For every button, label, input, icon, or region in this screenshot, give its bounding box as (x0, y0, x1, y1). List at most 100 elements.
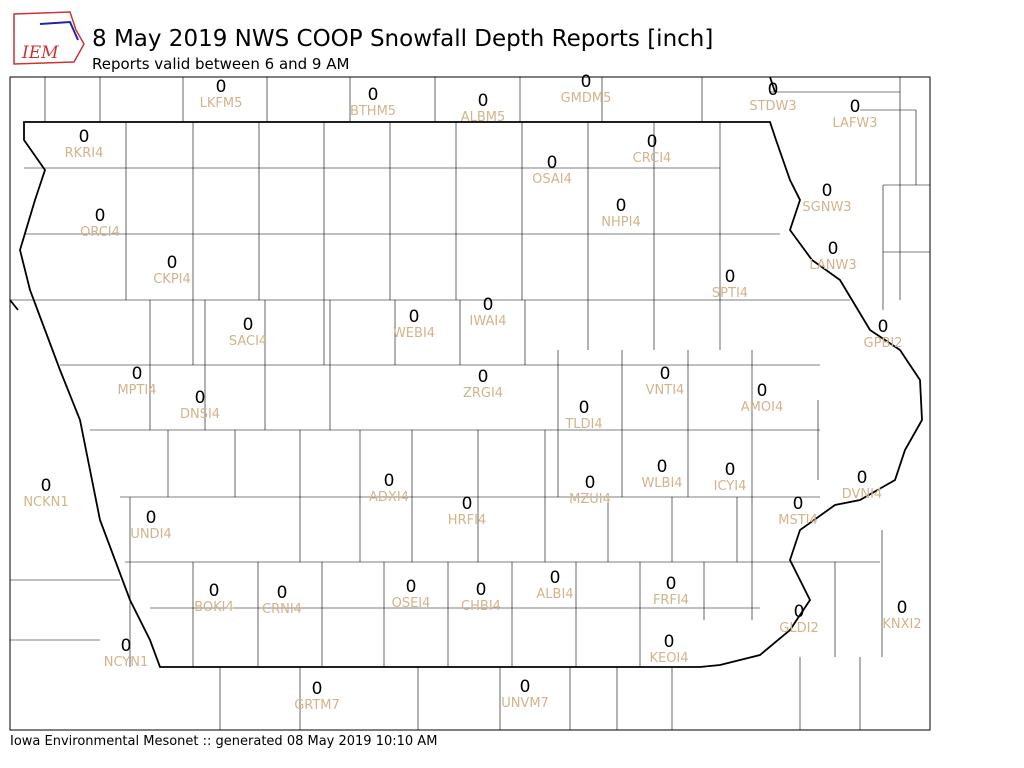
station-id: HRFI4 (448, 513, 486, 528)
station-value: 0 (95, 206, 106, 226)
station-value: 0 (132, 364, 143, 384)
station-value: 0 (406, 577, 417, 597)
station-id: VNTI4 (646, 383, 685, 398)
station-value: 0 (195, 388, 206, 408)
station-id: LAFW3 (832, 116, 877, 131)
station-id: TLDI4 (564, 417, 602, 432)
station-id: ALBM5 (461, 110, 506, 125)
station-value: 0 (857, 468, 868, 488)
station-value: 0 (768, 80, 779, 100)
station-value: 0 (547, 153, 558, 173)
station-id: UNDI4 (130, 527, 171, 542)
station-value: 0 (121, 636, 132, 656)
station-id: NHPI4 (601, 215, 640, 230)
station-value: 0 (850, 97, 861, 117)
station-id: CRNI4 (262, 602, 302, 617)
station-id: STDW3 (749, 99, 796, 114)
station-id: MZUI4 (569, 492, 611, 507)
station-value: 0 (878, 317, 889, 337)
station-value: 0 (478, 367, 489, 387)
station-value: 0 (41, 476, 52, 496)
station-value: 0 (616, 196, 627, 216)
station-value: 0 (822, 181, 833, 201)
station-id: ZRGI4 (463, 386, 503, 401)
map-frame (9, 76, 931, 731)
station-id: OSEI4 (392, 596, 431, 611)
subtitle: Reports valid between 6 and 9 AM (92, 55, 349, 73)
logo: IEM (13, 11, 85, 65)
station-value: 0 (550, 568, 561, 588)
station-id: ADXI4 (369, 490, 409, 505)
station-id: UNVM7 (501, 696, 549, 711)
station-value: 0 (581, 72, 592, 92)
map (9, 76, 931, 731)
station-id: LANW3 (809, 258, 856, 273)
station-id: ICYI4 (714, 479, 747, 494)
station-value: 0 (664, 632, 675, 652)
station-value: 0 (828, 239, 839, 259)
station-id: NCKN1 (23, 495, 68, 510)
county-lines (10, 77, 930, 730)
station-id: ORCI4 (80, 225, 120, 240)
station-value: 0 (167, 253, 178, 273)
station-value: 0 (476, 580, 487, 600)
station-id: GPBI2 (864, 336, 903, 351)
station-value: 0 (243, 315, 254, 335)
station-value: 0 (793, 494, 804, 514)
logo-text: IEM (21, 43, 59, 63)
station-value: 0 (520, 677, 531, 697)
station-value: 0 (647, 132, 658, 152)
station-id: DVNI4 (842, 487, 883, 502)
station-id: FRFI4 (653, 593, 689, 608)
station-id: NCYN1 (104, 655, 149, 670)
station-id: SGNW3 (802, 200, 851, 215)
station-id: SACI4 (229, 334, 267, 349)
station-id: WEBI4 (393, 326, 435, 341)
footer: Iowa Environmental Mesonet :: generated … (10, 734, 437, 749)
station-value: 0 (725, 460, 736, 480)
station-value: 0 (368, 85, 379, 105)
station-id: KEOI4 (649, 651, 688, 666)
station-id: DNSI4 (180, 407, 220, 422)
station-id: BTHM5 (350, 104, 396, 119)
station-value: 0 (794, 602, 805, 622)
station-value: 0 (757, 381, 768, 401)
station-id: BOKI4 (194, 600, 234, 615)
station-value: 0 (579, 398, 590, 418)
station-id: CRCI4 (633, 151, 672, 166)
station-id: IWAI4 (470, 314, 507, 329)
station-value: 0 (216, 77, 227, 97)
station-id: AMOI4 (741, 400, 783, 415)
station-value: 0 (657, 457, 668, 477)
station-value: 0 (277, 583, 288, 603)
station-value: 0 (725, 267, 736, 287)
station-id: MPTI4 (117, 383, 156, 398)
station-id: LKFM5 (200, 96, 243, 111)
station-id: CKPI4 (153, 272, 191, 287)
station-value: 0 (146, 508, 157, 528)
station-id: GMDM5 (561, 91, 612, 106)
station-id: WLBI4 (641, 476, 682, 491)
station-value: 0 (483, 295, 494, 315)
state-border (9, 76, 923, 668)
station-value: 0 (585, 473, 596, 493)
station-id: KNXI2 (882, 617, 921, 632)
station-id: GRTM7 (294, 698, 340, 713)
station-value: 0 (478, 91, 489, 111)
station-id: SPTI4 (712, 286, 748, 301)
station-value: 0 (897, 598, 908, 618)
station-id: ALBI4 (536, 587, 573, 602)
station-id: RKRI4 (65, 146, 104, 161)
title: 8 May 2019 NWS COOP Snowfall Depth Repor… (92, 26, 713, 52)
station-id: GLDI2 (779, 621, 818, 636)
station-value: 0 (409, 307, 420, 327)
station-id: MSTI4 (778, 513, 818, 528)
station-value: 0 (79, 127, 90, 147)
station-value: 0 (312, 679, 323, 699)
station-value: 0 (462, 494, 473, 514)
station-value: 0 (666, 574, 677, 594)
station-id: OSAI4 (532, 172, 572, 187)
